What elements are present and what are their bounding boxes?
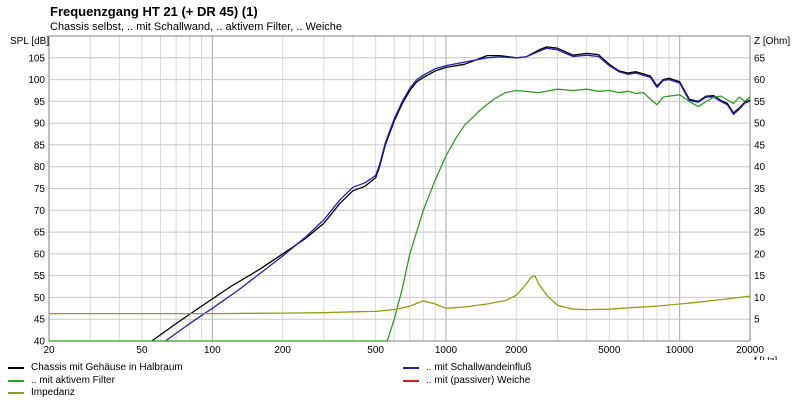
- y-tick-label: 85: [34, 140, 46, 151]
- x-tick-label: 100: [204, 345, 221, 356]
- series-line-mit-schallwandeinflu: [165, 47, 751, 342]
- legend-swatch: [403, 367, 419, 369]
- y2-tick-label: 50: [754, 119, 766, 130]
- y-tick-label: 55: [34, 271, 46, 282]
- series-line-mit-aktivem-filter: [49, 88, 751, 342]
- x-tick-label: 20: [43, 345, 55, 356]
- y2-tick-label: 55: [754, 97, 766, 108]
- legend-label: .. mit (passiver) Weiche: [426, 374, 531, 386]
- y2-tick-label: 65: [754, 53, 766, 64]
- x-tick-label: 50: [136, 345, 148, 356]
- frequency-response-chart: 40 45 50 55 60 65 70 75 80 85 90 95 100 105 5 10 15 20 25 3…: [10, 35, 790, 360]
- y-tick-label: 75: [34, 184, 46, 195]
- y2-tick-label: 45: [754, 140, 766, 151]
- legend-swatch: [403, 379, 419, 382]
- y2-tick-label: 60: [754, 75, 766, 86]
- y-tick-label: 65: [34, 228, 46, 239]
- legend-label: .. mit aktivem Filter: [31, 374, 115, 386]
- x-tick-label: 20000: [736, 345, 764, 356]
- y-tick-label: 40: [34, 337, 46, 348]
- y2-tick-label: 20: [754, 249, 766, 260]
- y-tick-label: 70: [34, 206, 46, 217]
- y-tick-label: 80: [34, 162, 46, 173]
- legend-label: Impedanz: [31, 387, 75, 398]
- y2-tick-label: 10: [754, 293, 766, 304]
- y2-tick-label: 15: [754, 271, 766, 282]
- chart-subtitle: Chassis selbst, .. mit Schallwand, .. ak…: [50, 21, 343, 33]
- y2-tick-label: 35: [754, 184, 766, 195]
- y-axis-label: SPL [dB]: [10, 36, 49, 47]
- y2-tick-label: 30: [754, 206, 766, 217]
- x-tick-label: 10000: [666, 345, 694, 356]
- chart-legend: Chassis mit Gehäuse in Halbraum .. mit Sc…: [8, 362, 792, 402]
- y2-tick-label: 40: [754, 162, 766, 173]
- x-tick-label: 500: [367, 345, 384, 356]
- y-tick-label: 45: [34, 315, 46, 326]
- legend-swatch: [8, 379, 24, 382]
- x-tick-label: 5000: [598, 345, 621, 356]
- legend-label: Chassis mit Gehäuse in Halbraum: [31, 362, 183, 373]
- plot-frame: [48, 35, 751, 342]
- y-tick-label: 105: [28, 53, 45, 64]
- y2-axis-label: Z [Ohm]: [754, 36, 790, 47]
- y2-tick-label: 25: [754, 228, 766, 239]
- series-line-impedanz: [49, 274, 751, 315]
- x-tick-label: 1000: [435, 345, 458, 356]
- x-tick-label: 2000: [505, 345, 528, 356]
- legend-label: .. mit Schallwandeinfluß: [426, 362, 532, 373]
- legend-swatch: [8, 392, 24, 394]
- x-tick-label: 200: [274, 345, 291, 356]
- x-axis-label: f [Hz]: [754, 356, 778, 360]
- y-tick-label: 95: [34, 97, 46, 108]
- chart-title: Frequenzgang HT 21 (+ DR 45) (1): [50, 4, 258, 19]
- legend-swatch: [8, 367, 24, 369]
- y-tick-label: 90: [34, 119, 46, 130]
- y-tick-label: 60: [34, 249, 46, 260]
- y2-tick-label: 5: [754, 315, 760, 326]
- y-tick-label: 50: [34, 293, 46, 304]
- y-tick-label: 100: [28, 75, 45, 86]
